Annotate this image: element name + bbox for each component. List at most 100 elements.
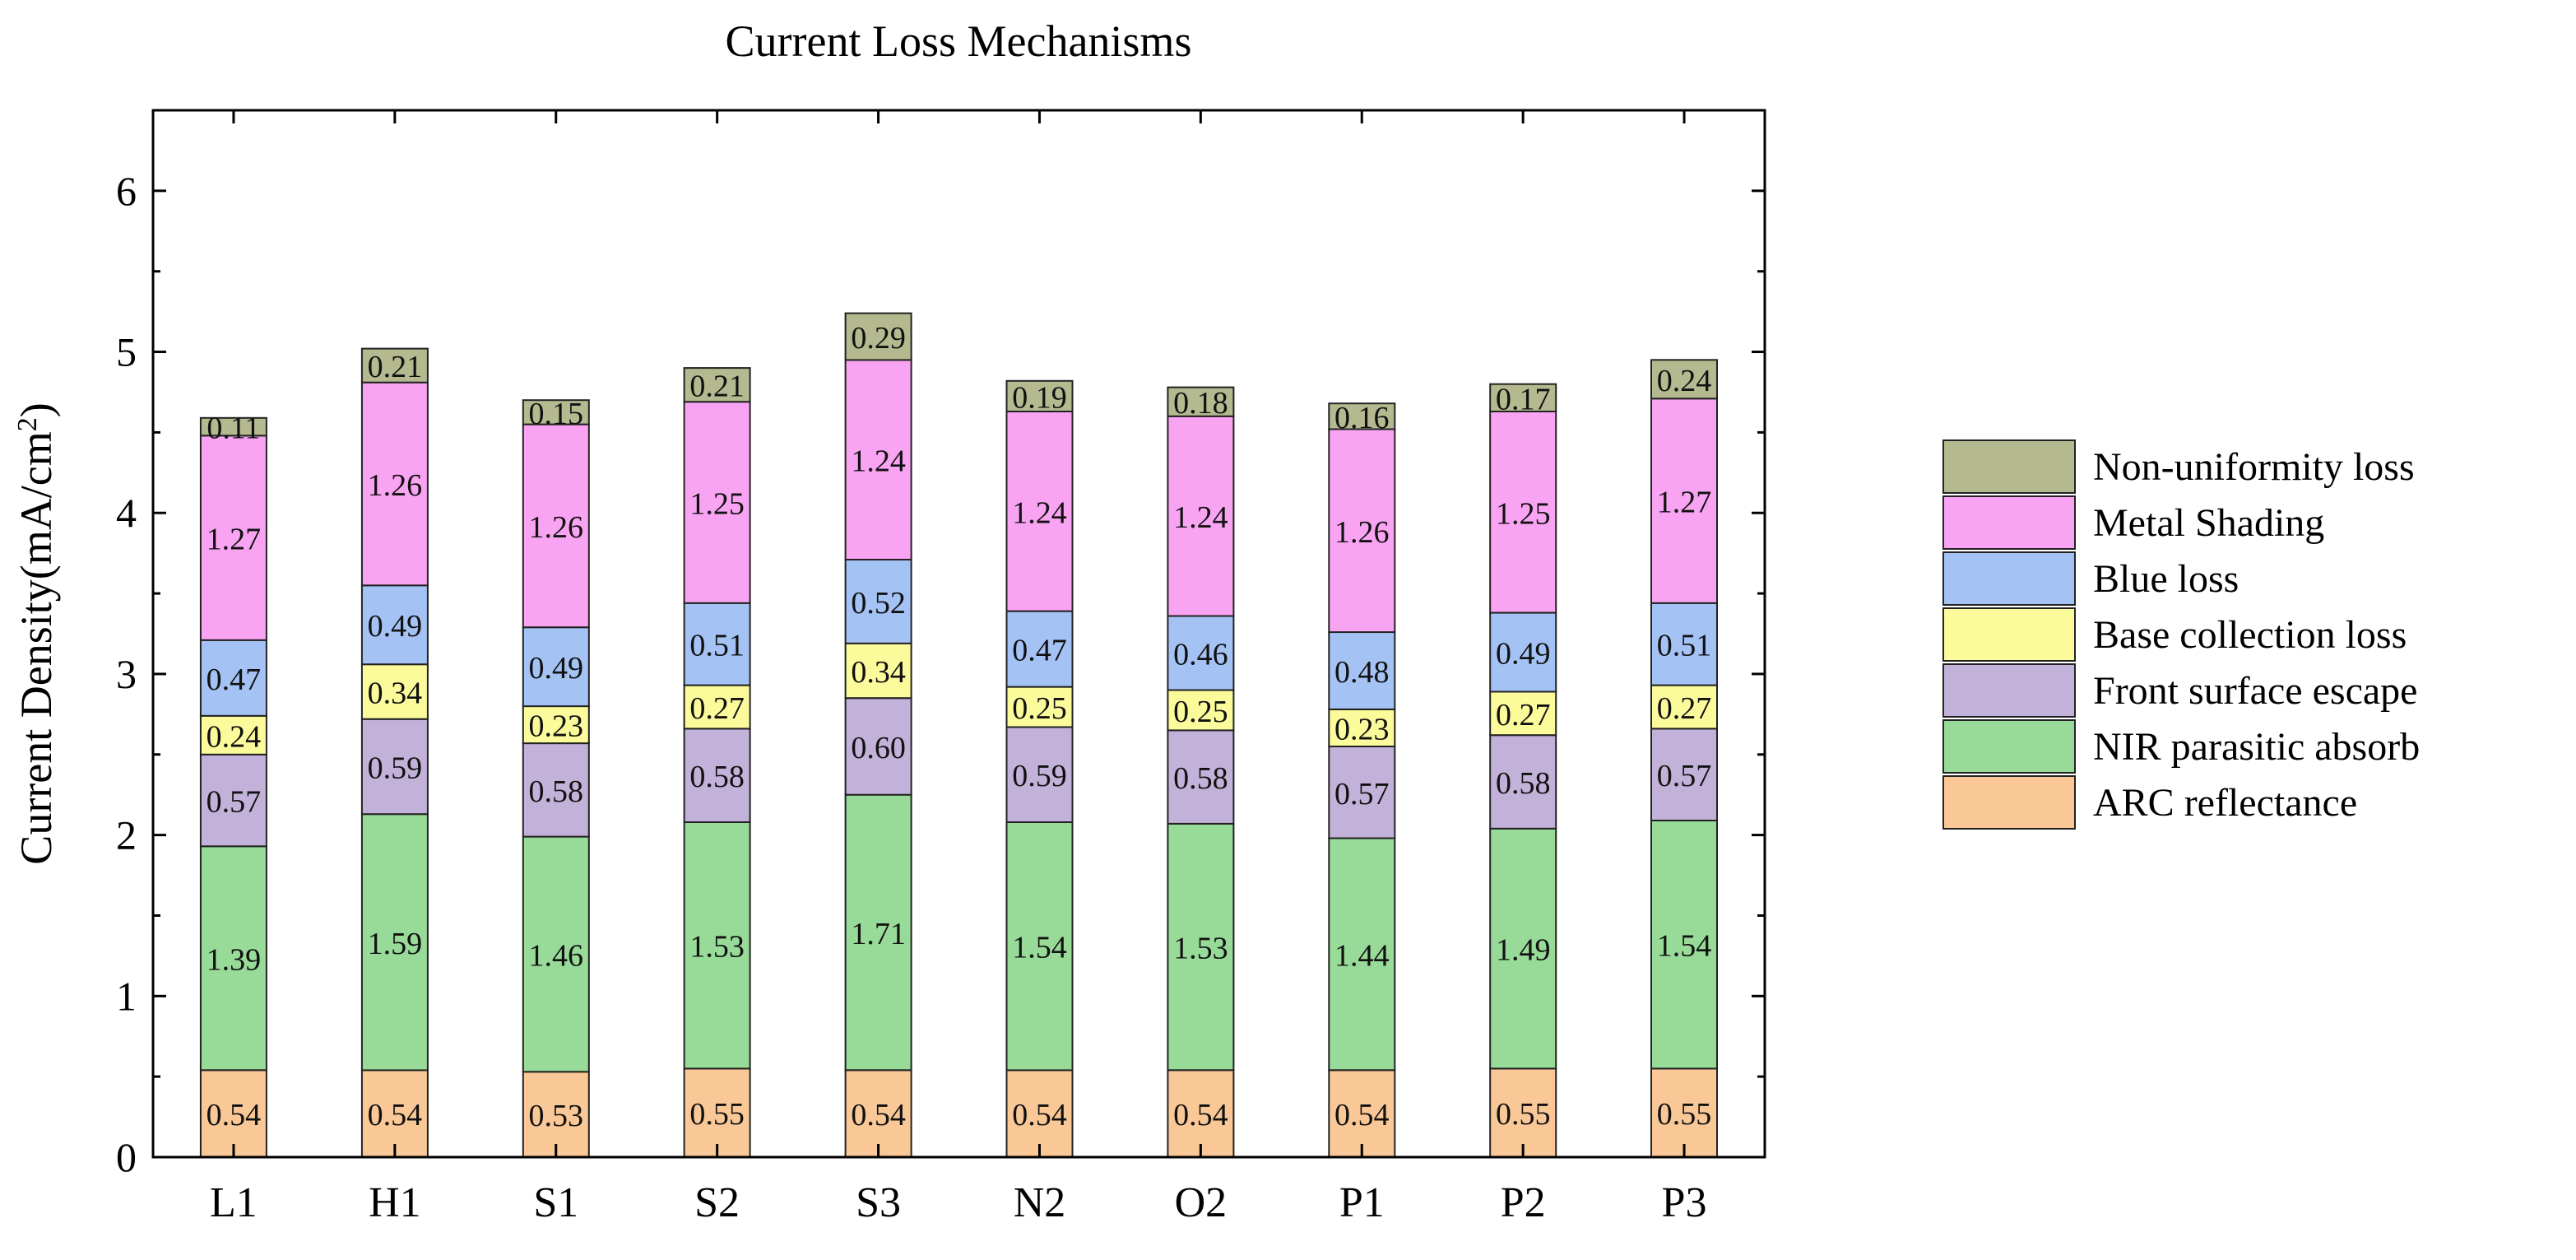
bar-segment bbox=[360, 813, 429, 1072]
legend-swatch bbox=[1942, 495, 2076, 550]
data-label: 0.27 bbox=[689, 691, 745, 726]
data-label: 0.57 bbox=[1334, 777, 1390, 811]
x-tick-label: O2 bbox=[1175, 1179, 1228, 1226]
plot-frame bbox=[151, 109, 1766, 1159]
bar-segment bbox=[683, 367, 751, 403]
data-label: 1.25 bbox=[689, 487, 745, 522]
data-labels-layer: 0.54 1.39 0.57 0.24 0.47 1.27 0.11 0.54 1.59 0.59… bbox=[207, 321, 1712, 1133]
y-axis-label-superscript: 2 bbox=[12, 417, 43, 431]
data-label: 0.19 bbox=[1012, 380, 1067, 415]
legend-swatch bbox=[1942, 663, 2076, 718]
bar-segment bbox=[1005, 686, 1074, 728]
data-label: 1.54 bbox=[1657, 929, 1712, 964]
bar-segment bbox=[1489, 611, 1557, 693]
bar-segment bbox=[1328, 709, 1396, 747]
legend-swatch bbox=[1942, 439, 2076, 494]
data-label: 0.54 bbox=[851, 1098, 906, 1132]
bar-segment bbox=[1167, 822, 1235, 1072]
legend-swatch bbox=[1942, 719, 2076, 774]
y-tick-label: 6 bbox=[116, 168, 137, 214]
data-label: 0.54 bbox=[368, 1098, 423, 1132]
data-label: 0.25 bbox=[1012, 691, 1067, 726]
bar-segment bbox=[199, 845, 267, 1072]
legend-swatch bbox=[1942, 775, 2076, 830]
bar-segment bbox=[522, 626, 590, 708]
legend-label: Non-uniformity loss bbox=[2093, 445, 2415, 489]
data-label: 0.24 bbox=[1657, 364, 1712, 398]
bar-segment bbox=[199, 1069, 267, 1159]
bar-segment bbox=[522, 705, 590, 745]
bar-segment bbox=[844, 312, 912, 361]
data-label: 0.47 bbox=[1012, 634, 1067, 668]
data-label: 1.24 bbox=[851, 444, 906, 479]
bar-segment bbox=[360, 381, 429, 587]
data-label: 0.52 bbox=[851, 586, 906, 621]
bar-segment bbox=[522, 835, 590, 1073]
data-label: 0.34 bbox=[851, 655, 906, 690]
bar-segment bbox=[844, 559, 912, 644]
bar-segment bbox=[683, 821, 751, 1070]
bar-segment bbox=[1650, 602, 1718, 686]
x-tick-label: S1 bbox=[533, 1179, 578, 1226]
data-label: 0.21 bbox=[368, 350, 423, 384]
bar-segment bbox=[1167, 615, 1235, 691]
data-label: 1.71 bbox=[851, 917, 906, 951]
bar-segment bbox=[199, 416, 267, 437]
bar-segment bbox=[522, 742, 590, 838]
y-tick-label: 2 bbox=[116, 812, 137, 858]
bars-layer bbox=[199, 312, 1718, 1159]
data-label: 0.27 bbox=[1496, 698, 1551, 732]
legend-label: NIR parasitic absorb bbox=[2093, 725, 2420, 769]
axes-layer: 0 1 2 3 4 5 6 L1 H1 S1 S2 S3 N2 O2 P1 P2 P3 Current Densi… bbox=[12, 109, 1766, 1226]
data-label: 0.34 bbox=[368, 676, 423, 710]
bar-segment bbox=[844, 1069, 912, 1159]
data-label: 0.59 bbox=[368, 751, 423, 785]
data-label: 0.51 bbox=[689, 629, 745, 663]
bar-segment bbox=[1005, 410, 1074, 612]
data-label: 1.25 bbox=[1496, 496, 1551, 531]
bar-segment bbox=[844, 359, 912, 560]
data-label: 0.54 bbox=[207, 1098, 262, 1132]
x-tick-label: H1 bbox=[369, 1179, 421, 1226]
data-label: 0.27 bbox=[1657, 691, 1712, 726]
data-label: 0.23 bbox=[1334, 713, 1390, 747]
bar-segment bbox=[522, 423, 590, 629]
data-label: 0.47 bbox=[207, 663, 262, 697]
data-label: 0.49 bbox=[1496, 637, 1551, 672]
bar-segment bbox=[360, 584, 429, 666]
data-label: 1.26 bbox=[1334, 515, 1390, 550]
bar-segment bbox=[1650, 684, 1718, 730]
data-label: 1.39 bbox=[207, 942, 262, 977]
y-tick-label: 5 bbox=[116, 329, 137, 375]
y-tick-label: 3 bbox=[116, 651, 137, 697]
data-label: 0.29 bbox=[851, 321, 906, 356]
bar-segment bbox=[1167, 386, 1235, 417]
data-label: 0.11 bbox=[207, 411, 260, 446]
y-axis-label-text: Current Density(mA/cm bbox=[12, 431, 61, 864]
data-label: 0.58 bbox=[529, 774, 584, 809]
bar-segment bbox=[199, 639, 267, 717]
data-label: 0.55 bbox=[1657, 1097, 1712, 1132]
data-label: 0.57 bbox=[1657, 759, 1712, 793]
x-tick-label: P1 bbox=[1339, 1179, 1385, 1226]
bar-segment bbox=[844, 793, 912, 1072]
bar-segment bbox=[360, 1069, 429, 1159]
bar-segment bbox=[1489, 1067, 1557, 1159]
bar-segment bbox=[1005, 379, 1074, 412]
data-label: 0.23 bbox=[529, 709, 584, 744]
bar-segment bbox=[1489, 827, 1557, 1070]
data-label: 1.53 bbox=[689, 930, 745, 965]
data-label: 1.49 bbox=[1496, 933, 1551, 968]
y-axis-label-tail: ) bbox=[12, 402, 61, 417]
data-label: 0.25 bbox=[1173, 695, 1228, 729]
bar-segment bbox=[1167, 1069, 1235, 1159]
legend-label: Metal Shading bbox=[2093, 501, 2324, 545]
bar-segment bbox=[1650, 359, 1718, 400]
bar-segment bbox=[360, 347, 429, 384]
data-label: 0.15 bbox=[529, 397, 584, 431]
bar-segment bbox=[1328, 428, 1396, 634]
data-label: 1.27 bbox=[1657, 486, 1712, 520]
bar-segment bbox=[1167, 729, 1235, 825]
data-label: 1.59 bbox=[368, 927, 423, 961]
